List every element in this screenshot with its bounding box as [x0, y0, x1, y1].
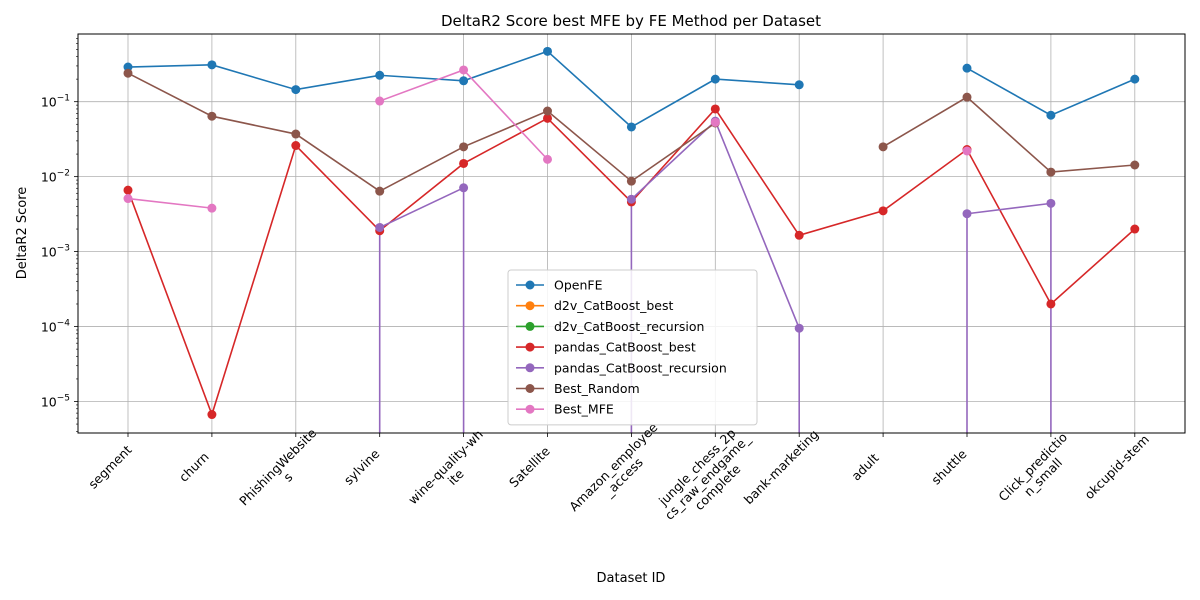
data-point	[459, 183, 469, 193]
x-tick-label: okcupid-stem	[1081, 432, 1152, 503]
y-tick-label: 10−1	[41, 94, 70, 110]
legend-marker	[525, 342, 535, 352]
data-point	[962, 146, 972, 156]
data-point	[291, 85, 301, 95]
data-point	[962, 63, 972, 73]
y-tick-label: 10−3	[41, 244, 70, 260]
x-tick-label: bank-marketing	[741, 427, 822, 508]
legend-box	[507, 269, 758, 426]
data-point	[123, 62, 133, 72]
data-point	[710, 117, 720, 127]
series-line	[882, 96, 1135, 173]
legend-marker	[525, 363, 535, 373]
legend-marker	[525, 384, 535, 393]
legend-label: pandas_CatBoost_best	[554, 340, 696, 355]
legend-marker	[525, 301, 535, 311]
legend-marker	[525, 321, 535, 331]
data-point	[207, 203, 217, 213]
data-point	[962, 209, 972, 219]
x-tick-label: shuttle	[928, 446, 969, 487]
data-point	[794, 230, 804, 240]
data-point	[123, 68, 133, 78]
x-tick-label: segment	[85, 442, 134, 491]
data-point	[123, 185, 133, 195]
x-tick-label: adult	[848, 450, 881, 483]
data-point	[375, 186, 385, 196]
data-point	[878, 142, 888, 152]
legend-marker	[525, 404, 535, 414]
data-point	[543, 113, 552, 123]
data-point	[291, 141, 301, 151]
legend-label: OpenFE	[554, 278, 603, 293]
y-tick-label: 10−2	[41, 169, 70, 185]
x-tick-label: wine-quality-white	[405, 427, 496, 518]
legend-label: d2v_CatBoost_recursion	[554, 319, 704, 334]
y-axis-label: DeltaR2 Score	[15, 187, 30, 280]
x-tick-label: jungle_chess_2pcs_raw_endgame_complete	[652, 421, 764, 533]
data-point	[291, 129, 301, 139]
data-point	[459, 142, 469, 152]
data-point	[375, 96, 385, 106]
legend-label: d2v_CatBoost_best	[554, 298, 673, 313]
data-point	[626, 176, 636, 186]
data-point	[375, 222, 385, 232]
y-ticks: 10−5 10−4 10−3 10−2 10−1	[41, 38, 78, 432]
data-point	[1130, 224, 1140, 234]
data-point	[1046, 299, 1056, 309]
data-point	[207, 410, 217, 420]
data-point	[962, 92, 972, 102]
data-point	[1130, 160, 1140, 170]
data-point	[1046, 167, 1056, 177]
data-point	[1046, 110, 1056, 120]
legend-label: Best_MFE	[554, 402, 614, 417]
data-point	[459, 76, 469, 86]
data-point	[375, 70, 385, 80]
data-point	[543, 106, 552, 116]
y-tick-label: 10−5	[41, 394, 70, 410]
data-point	[626, 194, 636, 204]
series-line	[127, 197, 212, 209]
data-point	[794, 323, 804, 333]
plot-markers	[123, 46, 1140, 420]
data-point	[459, 158, 469, 168]
data-point	[626, 122, 636, 132]
x-tick-label: Amazon_employee_access	[566, 419, 671, 524]
data-point	[543, 154, 552, 164]
x-tick-label: Satellite	[506, 443, 553, 490]
series-line	[966, 202, 1051, 215]
x-tick-label: sylvine	[341, 446, 383, 488]
legend-marker	[525, 280, 535, 290]
x-ticks: segment churn PhishingWebsites sylvine wine-…	[85, 419, 1152, 533]
legend-label: pandas_CatBoost_recursion	[554, 360, 727, 375]
data-point	[1046, 198, 1056, 208]
x-tick-label: churn	[176, 449, 212, 485]
series-line	[127, 72, 716, 193]
data-point	[123, 194, 133, 204]
data-point	[794, 80, 804, 90]
x-tick-label: Click_prediction_small	[995, 429, 1080, 514]
data-point	[543, 46, 552, 56]
legend: OpenFE d2v_CatBoost_best d2v_CatBoost_recu…	[507, 269, 758, 426]
chart-title: DeltaR2 Score best MFE by FE Method per …	[441, 12, 821, 30]
data-point	[459, 65, 469, 75]
data-point	[710, 104, 720, 114]
x-axis-label: Dataset ID	[597, 571, 666, 586]
series-line	[379, 187, 464, 229]
legend-label: Best_Random	[554, 381, 640, 396]
x-tick-label: PhishingWebsites	[236, 425, 329, 518]
y-tick-label: 10−4	[41, 319, 70, 335]
data-point	[1130, 74, 1140, 84]
data-point	[207, 111, 217, 121]
data-point	[878, 206, 888, 216]
data-point	[710, 74, 720, 84]
data-point	[207, 60, 217, 70]
